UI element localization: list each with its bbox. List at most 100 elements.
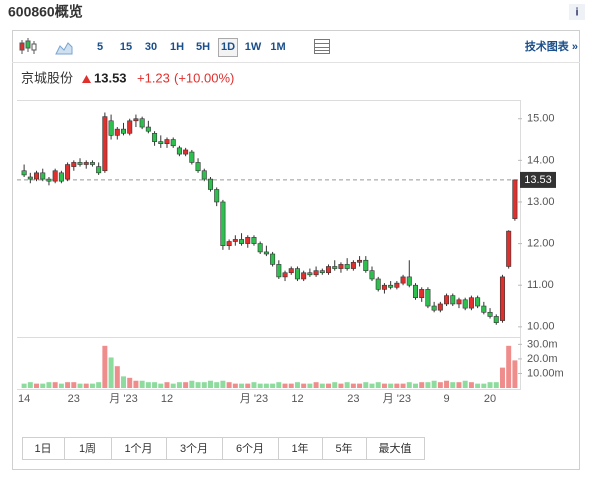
candle-icon[interactable] xyxy=(19,38,37,54)
candle-body xyxy=(40,172,46,180)
volume-bar xyxy=(83,383,89,388)
interval-button[interactable]: 1W xyxy=(245,41,262,53)
candle-body xyxy=(301,272,307,280)
candle-body xyxy=(201,170,207,180)
volume-bar xyxy=(89,383,95,388)
range-label[interactable]: 3个月 xyxy=(180,442,208,455)
volume-bar xyxy=(294,382,300,388)
candle-body xyxy=(506,230,512,267)
volume-bar xyxy=(263,383,269,388)
candle-body xyxy=(481,305,487,313)
volume-bar xyxy=(46,382,52,388)
volume-bar xyxy=(394,383,400,388)
range-label[interactable]: 1年 xyxy=(291,441,308,455)
volume-tick-label: 10.00m xyxy=(527,367,564,379)
candle-body xyxy=(21,170,27,176)
candle-body xyxy=(220,201,226,246)
volume-bar xyxy=(431,380,437,388)
interval-button[interactable]: 1M xyxy=(270,41,285,53)
tech-chart-link[interactable]: 技术图表 » xyxy=(525,39,578,53)
interval-button[interactable]: 30 xyxy=(145,41,157,53)
candle-body xyxy=(263,251,269,255)
volume-bar xyxy=(139,380,145,388)
candle-body xyxy=(158,141,164,145)
candle-body xyxy=(319,270,325,274)
interval-button[interactable]: 1D xyxy=(221,41,235,53)
x-tick-label: 12 xyxy=(291,393,303,405)
candle-body xyxy=(183,149,189,155)
volume-bar xyxy=(195,382,201,388)
candle-body xyxy=(276,264,282,278)
candle-body xyxy=(456,299,462,305)
volume-bar xyxy=(475,383,481,388)
volume-bar xyxy=(313,382,319,388)
area-icon[interactable] xyxy=(55,42,73,55)
candle-body xyxy=(388,284,394,288)
candle-body xyxy=(139,118,145,128)
candle-body xyxy=(27,176,33,180)
table-icon[interactable] xyxy=(314,39,330,54)
candle-body xyxy=(58,172,64,182)
volume-tick-label: 30.0m xyxy=(527,338,558,350)
candle-body xyxy=(251,237,257,244)
volume-bar xyxy=(406,382,412,388)
x-tick-label: 14 xyxy=(18,393,30,405)
range-label[interactable]: 1周 xyxy=(79,442,96,455)
candle-body xyxy=(170,139,176,147)
candle-body xyxy=(450,295,456,305)
range-label[interactable]: 5年 xyxy=(335,441,352,455)
volume-bar xyxy=(201,382,207,388)
volume-bar xyxy=(444,380,450,388)
interval-button[interactable]: 15 xyxy=(120,41,132,53)
interval-button[interactable]: 5 xyxy=(97,41,103,53)
range-label[interactable]: 6个月 xyxy=(236,442,264,455)
volume-bar xyxy=(425,382,431,388)
range-button[interactable] xyxy=(366,437,425,460)
candle-body xyxy=(133,118,139,122)
volume-tick-label: 20.0m xyxy=(527,353,558,365)
range-label[interactable]: 1日 xyxy=(34,443,51,455)
candle-body xyxy=(332,266,338,269)
price-marker-label: 13.53 xyxy=(524,174,552,186)
candle-body xyxy=(369,270,375,280)
range-label[interactable]: 最大值 xyxy=(379,441,412,455)
volume-bar xyxy=(499,367,505,388)
candle-body xyxy=(114,128,120,136)
volume-bar xyxy=(220,380,226,388)
price-marker xyxy=(520,171,556,188)
volume-bar xyxy=(257,383,263,388)
candle-body xyxy=(232,239,238,242)
interval-button[interactable]: 5H xyxy=(196,41,210,53)
candle-body xyxy=(245,237,251,244)
candle-body xyxy=(400,276,406,284)
volume-bar xyxy=(34,383,40,388)
y-tick-label: 10.00 xyxy=(527,321,555,333)
volume-bar xyxy=(350,383,356,388)
candle-body xyxy=(46,178,52,182)
candle-body xyxy=(164,139,170,145)
x-tick-label: 12 xyxy=(161,393,173,405)
interval-button[interactable]: 1H xyxy=(170,41,184,53)
range-label[interactable]: 1个月 xyxy=(124,442,152,455)
volume-bar xyxy=(437,382,443,388)
candle-body xyxy=(350,262,356,269)
info-icon[interactable]: i xyxy=(575,6,578,18)
volume-bar xyxy=(58,383,64,388)
volume-bar xyxy=(65,382,71,388)
candle-body xyxy=(34,172,40,180)
candle-body xyxy=(214,189,220,203)
volume-bar xyxy=(114,366,120,388)
volume-bar xyxy=(158,383,164,388)
volume-bar xyxy=(121,376,127,388)
volume-bar xyxy=(481,383,487,388)
widget-frame xyxy=(12,30,580,470)
selected-interval-box xyxy=(218,38,238,57)
info-button[interactable] xyxy=(569,4,585,20)
volume-bar xyxy=(412,383,418,388)
volume-bar xyxy=(170,383,176,388)
y-tick-label: 13.00 xyxy=(527,196,555,208)
candle-body xyxy=(394,282,400,288)
volume-bar xyxy=(71,382,77,388)
candle-body xyxy=(226,241,232,246)
